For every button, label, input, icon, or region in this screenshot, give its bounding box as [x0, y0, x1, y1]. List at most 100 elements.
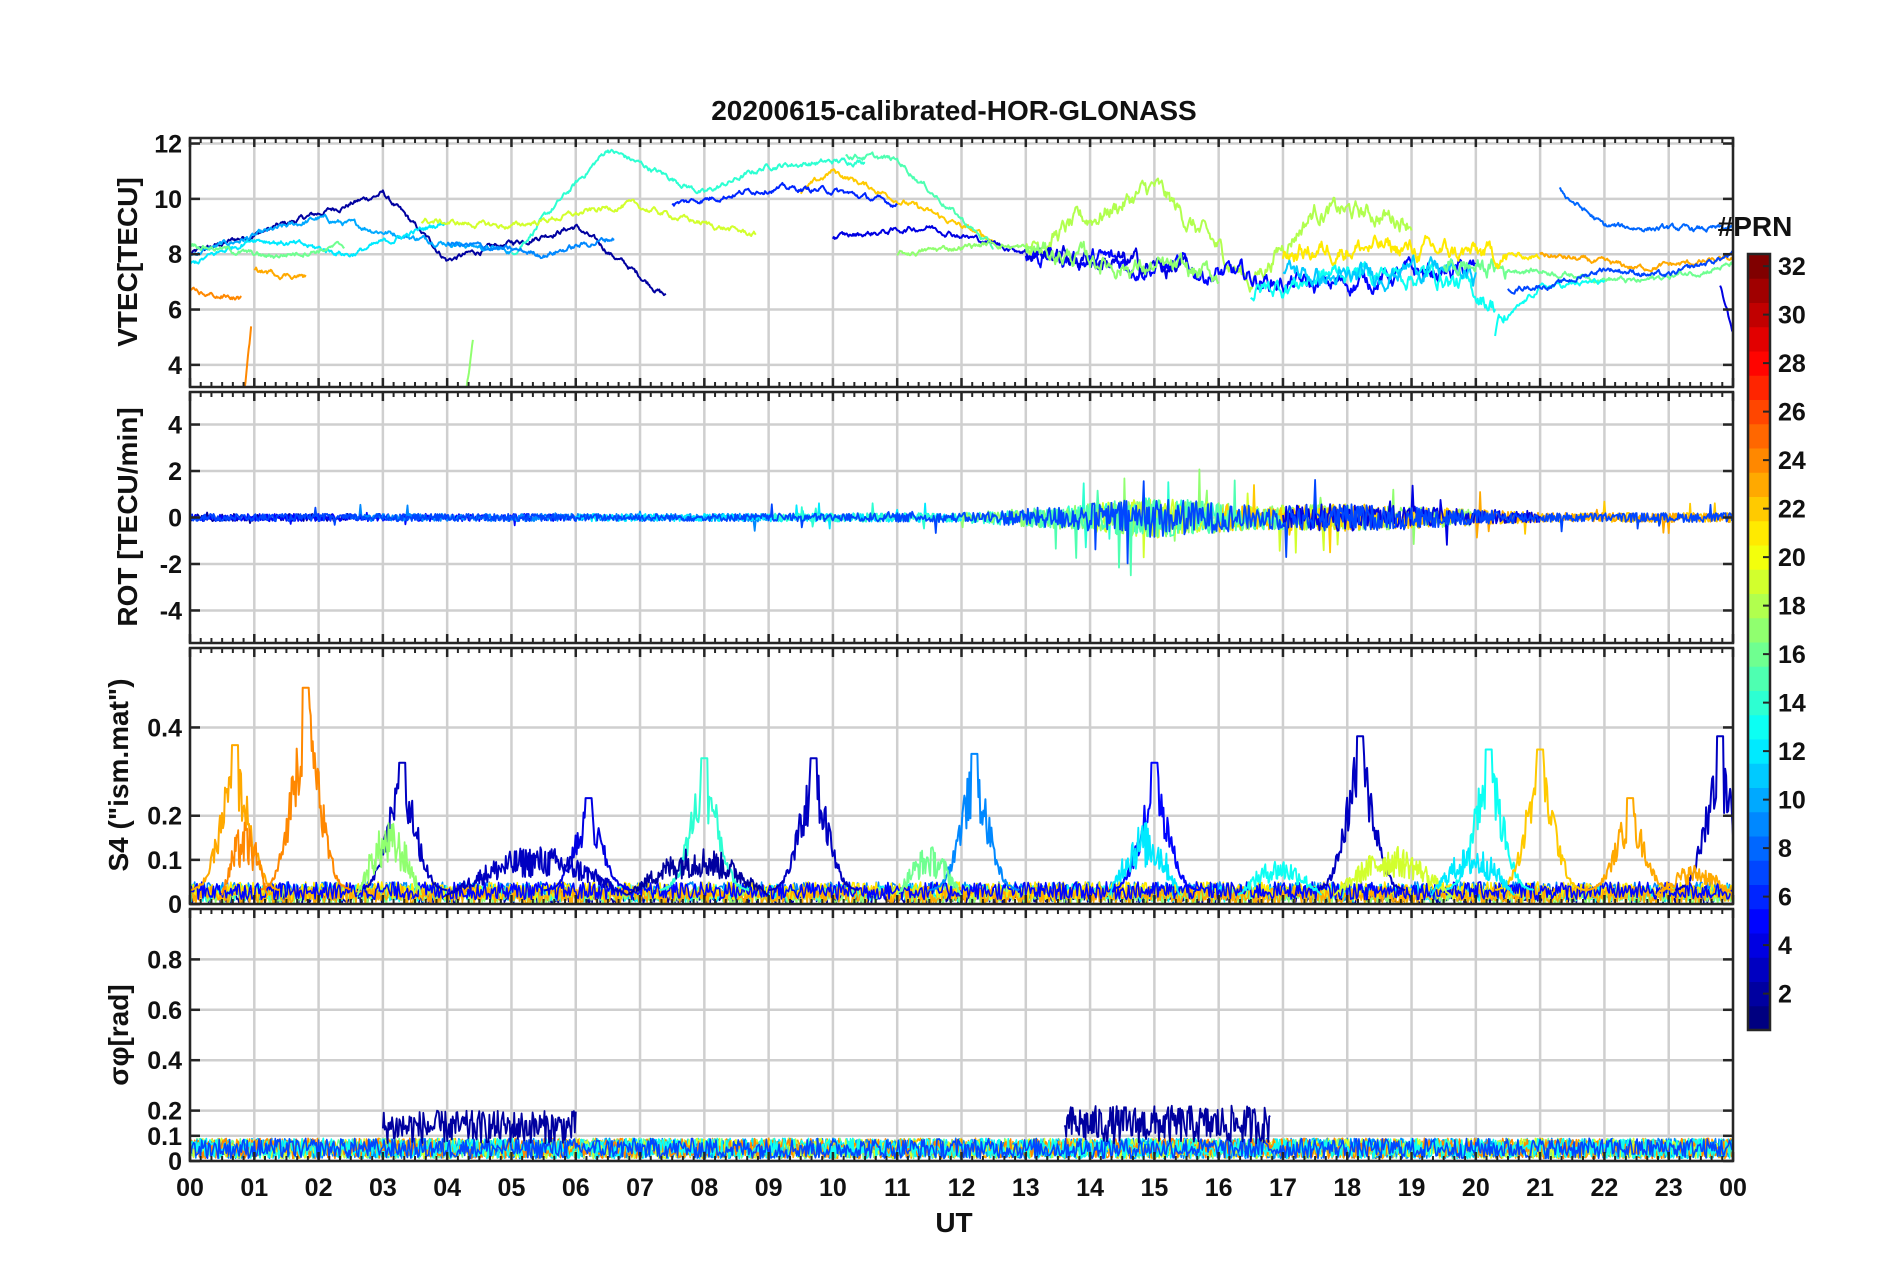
- y-tick-label-sigma: 0.1: [147, 1123, 182, 1151]
- x-tick-label: 02: [305, 1174, 333, 1202]
- s4-hump-prn-19: [1333, 845, 1451, 896]
- s4-hump-prn-24: [221, 821, 268, 896]
- y-tick-label-vtec: 4: [168, 352, 182, 380]
- chart-title: 20200615-calibrated-HOR-GLONASS: [711, 95, 1197, 126]
- colorbar-swatch: [1748, 520, 1770, 546]
- y-tick-label-rot: 2: [168, 458, 182, 486]
- y-tick-label-sigma: 0.6: [147, 997, 182, 1025]
- x-tick-label: 22: [1591, 1174, 1619, 1202]
- colorbar-swatch: [1748, 617, 1770, 643]
- sigma-peak-trace-0: [382, 1109, 577, 1145]
- colorbar-tick-label: 24: [1778, 447, 1806, 475]
- colorbar-swatch: [1748, 593, 1770, 619]
- vtec-trace-prn-24: [190, 286, 242, 301]
- colorbar-swatch: [1748, 981, 1770, 1007]
- colorbar-tick-label: 14: [1778, 690, 1806, 718]
- s4-hump-prn-17: [356, 822, 423, 896]
- colorbar-tick-label: 20: [1778, 544, 1806, 572]
- colorbar-tick-label: 6: [1778, 884, 1792, 912]
- s4-peak-prn-23: [190, 744, 281, 891]
- colorbar-tick-label: 4: [1778, 932, 1792, 960]
- x-tick-label: 07: [626, 1174, 654, 1202]
- rot-trace-prn-7: [190, 479, 1733, 565]
- vtec-trace-prn-15: [845, 151, 994, 250]
- x-tick-label: 20: [1462, 1174, 1490, 1202]
- colorbar-tick-label: 16: [1778, 641, 1806, 669]
- x-tick-label: 23: [1655, 1174, 1683, 1202]
- x-tick-label: 10: [819, 1174, 847, 1202]
- s4-peak-prn-3: [357, 761, 448, 892]
- x-tick-label: 17: [1269, 1174, 1297, 1202]
- s4-peak-prn-9: [929, 752, 1020, 892]
- vtec-trace-prn-13: [1250, 261, 1497, 313]
- x-tick-label: 11: [884, 1174, 911, 1202]
- s4-peak-prn-14: [658, 757, 750, 892]
- colorbar-frame: [1746, 252, 1772, 1032]
- vtec-trace-prn-22: [799, 168, 994, 243]
- y-tick-label-sigma: 0.2: [147, 1098, 182, 1126]
- y-tick-label-rot: -2: [160, 551, 182, 579]
- colorbar-tick-label: 32: [1778, 253, 1806, 281]
- panel-vtec: 4 6 8 10 12: [154, 131, 1735, 389]
- colorbar-tick-label: 8: [1778, 835, 1792, 863]
- x-tick-label: 13: [1012, 1174, 1040, 1202]
- x-tick-label: 00: [176, 1174, 204, 1202]
- s4-peak-prn-24: [260, 686, 351, 891]
- colorbar-swatch: [1748, 739, 1770, 764]
- colorbar-swatch: [1748, 836, 1770, 861]
- colorbar-swatch: [1748, 302, 1770, 328]
- s4-peak-prn-3: [1315, 735, 1406, 892]
- y-tick-label-s4: 0.4: [147, 714, 182, 742]
- vtec-trace-prn-11: [1282, 254, 1477, 293]
- colorbar-swatch: [1748, 690, 1770, 716]
- colorbar-swatch: [1748, 884, 1770, 910]
- vtec-trace-prn-9: [447, 236, 615, 260]
- panel-rot: -4 -2 0 2 4: [160, 390, 1735, 645]
- x-tick-label: 19: [1398, 1174, 1426, 1202]
- y-tick-label-sigma: 0: [168, 1148, 182, 1176]
- colorbar-tick-label: 26: [1778, 399, 1806, 427]
- colorbar-swatch: [1748, 496, 1770, 522]
- s4-peak-prn-23: [1584, 797, 1676, 892]
- vtec-trace-prn-8: [1558, 187, 1733, 233]
- y-tick-label-s4: 0.1: [147, 847, 182, 875]
- colorbar: 32 30 28 26 24 22 20 18 16 14 12 10 8 6 4 2: [1746, 252, 1806, 1032]
- panel-s4: 0 0.1 0.2 0.4: [147, 646, 1735, 919]
- s4-hump-prn-2: [626, 848, 770, 896]
- y-tick-label-vtec: 12: [154, 131, 182, 159]
- colorbar-tick-label: 18: [1778, 593, 1806, 621]
- y-tick-label-rot: 4: [168, 412, 182, 440]
- colorbar-swatch: [1748, 666, 1770, 691]
- series-group-rot: [190, 468, 1733, 577]
- x-tick-labels: 00 01 02 03 04 05 06 07 08 09 10 11 12 13 14 15 16 17 18 19…: [176, 1174, 1747, 1202]
- colorbar-swatch: [1748, 811, 1770, 837]
- y-tick-label-s4: 0: [168, 891, 182, 919]
- y-tick-label-sigma: 0.8: [147, 946, 182, 974]
- vtec-trace-prn-17: [465, 339, 474, 387]
- x-axis-label: UT: [935, 1207, 972, 1238]
- colorbar-swatch: [1748, 472, 1770, 497]
- x-tick-label: 09: [755, 1174, 783, 1202]
- s4-peak-prn-3: [1675, 735, 1733, 891]
- series-group-vtec: [190, 148, 1733, 387]
- colorbar-swatch: [1748, 326, 1770, 352]
- colorbar-swatch: [1748, 448, 1770, 473]
- colorbar-swatch: [1748, 423, 1770, 449]
- y-tick-label-vtec: 10: [154, 186, 182, 214]
- vtec-trace-prn-7: [1507, 250, 1733, 295]
- s4-hump-prn-12: [1430, 847, 1516, 896]
- x-tick-label: 21: [1526, 1174, 1554, 1202]
- s4-peak-prn-3: [768, 757, 859, 892]
- y-axis-label-vtec: VTEC[TECU]: [112, 177, 143, 347]
- colorbar-swatch: [1748, 351, 1770, 376]
- vtec-trace-prn-14: [510, 148, 866, 256]
- s4-peak-prn-13: [1443, 748, 1535, 891]
- x-tick-label: 15: [1140, 1174, 1168, 1202]
- s4-hump-prn-12: [1108, 821, 1181, 896]
- s4-peak-prn-22: [1495, 748, 1586, 892]
- colorbar-tick-label: 30: [1778, 302, 1806, 330]
- colorbar-swatch: [1748, 933, 1770, 958]
- s4-peak-prn-5: [1109, 761, 1200, 892]
